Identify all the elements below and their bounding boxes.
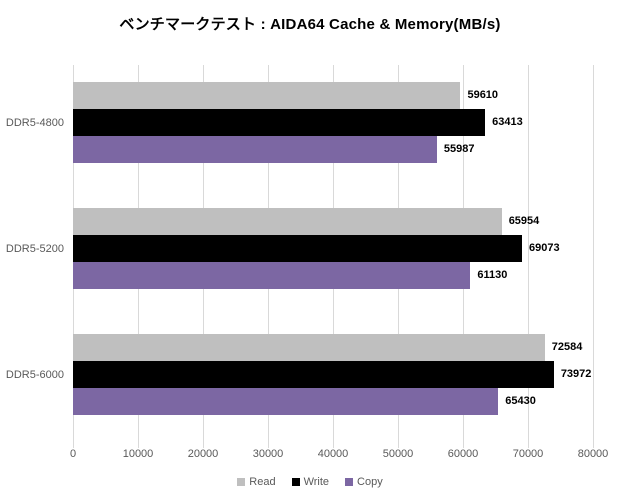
x-tick-label: 10000 [122, 448, 154, 460]
legend-item-read: Read [237, 476, 276, 488]
category-label: DDR5-4800 [5, 116, 64, 129]
x-tick-label: 0 [69, 448, 77, 460]
bar-read [73, 208, 502, 235]
bar-value-label: 69073 [528, 242, 560, 254]
bar-value-label: 65430 [505, 395, 536, 407]
legend-swatch-copy [345, 478, 354, 486]
bar-value-label: 73972 [560, 368, 592, 380]
bar-value-label: 63413 [492, 116, 523, 128]
x-tick-label: 70000 [512, 448, 544, 460]
bar-write [73, 361, 554, 388]
bar-copy [73, 136, 437, 163]
gridline [528, 65, 529, 448]
legend-item-write: Write [291, 476, 330, 488]
bar-value-label: 59610 [467, 89, 499, 101]
bar-copy [73, 388, 499, 415]
bar-value-label: 72584 [551, 341, 583, 353]
legend-swatch-read [237, 478, 246, 486]
legend-label: Read [249, 476, 276, 488]
bar-value-label: 65954 [508, 215, 540, 227]
bar-value-label: 55987 [443, 143, 475, 155]
category-label: DDR5-6000 [5, 368, 64, 381]
gridline [593, 65, 594, 448]
bar-write [73, 235, 522, 262]
x-tick-label: 30000 [252, 448, 284, 460]
x-tick-label: 50000 [382, 448, 414, 460]
x-tick-label: 60000 [447, 448, 479, 460]
x-tick-label: 20000 [187, 448, 219, 460]
x-tick-label: 40000 [317, 448, 349, 460]
x-tick-label: 80000 [577, 448, 609, 460]
legend-swatch-write [291, 478, 300, 486]
bar-read [73, 334, 545, 361]
bar-value-label: 61130 [477, 269, 508, 281]
plot-area: 59610 63413 55987 65954 69073 61130 72584 73972… [73, 65, 594, 448]
chart-title: ベンチマークテスト : AIDA64 Cache & Memory(MB/s) [119, 16, 501, 33]
bar-read [73, 82, 461, 109]
legend: Read Write Copy [0, 476, 620, 488]
category-label: DDR5-5200 [5, 242, 64, 255]
bar-write [73, 109, 486, 136]
legend-label: Copy [357, 476, 383, 488]
legend-label: Write [303, 476, 330, 488]
bar-copy [73, 262, 471, 289]
legend-item-copy: Copy [345, 476, 383, 488]
